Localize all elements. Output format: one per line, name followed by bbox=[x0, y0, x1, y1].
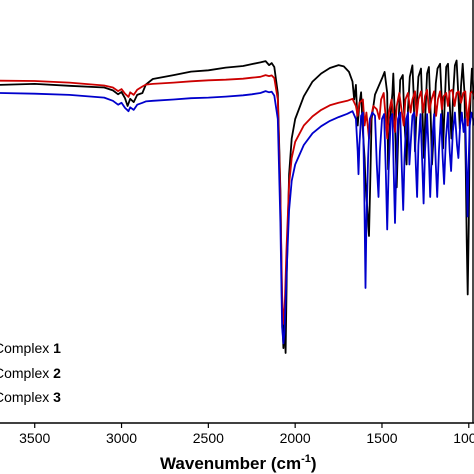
legend: Complex 1 Complex 2 Complex 3 bbox=[0, 340, 61, 405]
x-tick-label: 2500 bbox=[193, 430, 224, 446]
legend-entry-complex-1: Complex 1 bbox=[0, 340, 61, 356]
x-tick-label: 1500 bbox=[366, 430, 397, 446]
x-tick-label: 2000 bbox=[280, 430, 311, 446]
x-axis-title: Wavenumber (cm-1) bbox=[160, 453, 317, 473]
x-tick-label: 1000 bbox=[453, 430, 474, 446]
series-layer bbox=[0, 59, 474, 354]
legend-entry-complex-3: Complex 3 bbox=[0, 389, 61, 405]
x-tick-layer: 3500 3000 2500 2000 1500 1000 bbox=[19, 423, 474, 446]
legend-entry-complex-2: Complex 2 bbox=[0, 365, 61, 381]
x-tick-label: 3500 bbox=[19, 430, 50, 446]
series-line-complex-1 bbox=[0, 59, 474, 354]
x-tick-label: 3000 bbox=[106, 430, 137, 446]
series-line-complex-3 bbox=[0, 90, 474, 345]
